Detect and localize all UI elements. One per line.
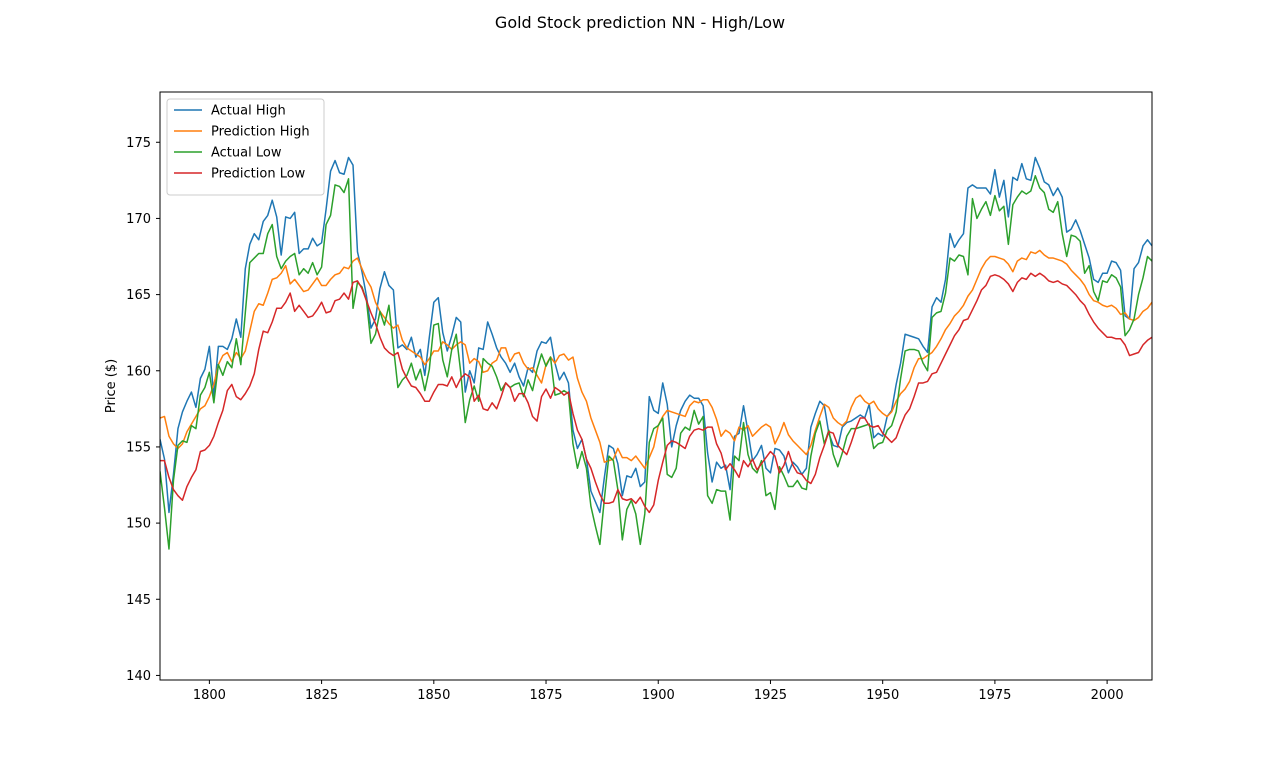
legend: Actual High Prediction High Actual Low Pred…	[166, 98, 325, 196]
series-line-actual-low	[160, 175, 1152, 550]
axes-frame	[159, 91, 1153, 681]
x-tick-label: 2000	[1091, 688, 1124, 703]
series-line-prediction-low	[160, 272, 1152, 514]
legend-label-prediction-high: Prediction High	[211, 125, 310, 140]
x-tick-label: 1950	[866, 688, 899, 703]
x-tick-label: 1900	[642, 688, 675, 703]
y-tick-label: 150	[126, 517, 151, 532]
chart-title: Gold Stock prediction NN - High/Low	[495, 13, 785, 32]
y-tick-label: 175	[126, 136, 151, 151]
y-tick-label: 160	[126, 364, 151, 379]
x-tick-label: 1925	[754, 688, 787, 703]
x-tick-label: 1825	[305, 688, 338, 703]
axes-layer: 1800 1825 1850 1875 1900 1925 1950 1975 2000 140 1…	[126, 91, 1153, 703]
x-tick-label: 1800	[193, 688, 226, 703]
y-tick-label: 165	[126, 288, 151, 303]
y-tick-label: 170	[126, 212, 151, 227]
legend-label-prediction-low: Prediction Low	[211, 167, 306, 182]
y-tick-label: 145	[126, 593, 151, 608]
x-tick-label: 1850	[417, 688, 450, 703]
x-tick-label: 1875	[529, 688, 562, 703]
y-tick-label: 155	[126, 440, 151, 455]
x-tick-label: 1975	[978, 688, 1011, 703]
series-line-actual-high	[160, 156, 1152, 514]
y-tick-label: 140	[126, 669, 151, 684]
y-axis-label: Price ($)	[104, 359, 119, 413]
series-line-prediction-high	[160, 249, 1152, 470]
legend-label-actual-low: Actual Low	[211, 146, 282, 161]
legend-box	[166, 98, 325, 196]
legend-label-actual-high: Actual High	[211, 104, 286, 119]
series-layer	[160, 156, 1152, 550]
